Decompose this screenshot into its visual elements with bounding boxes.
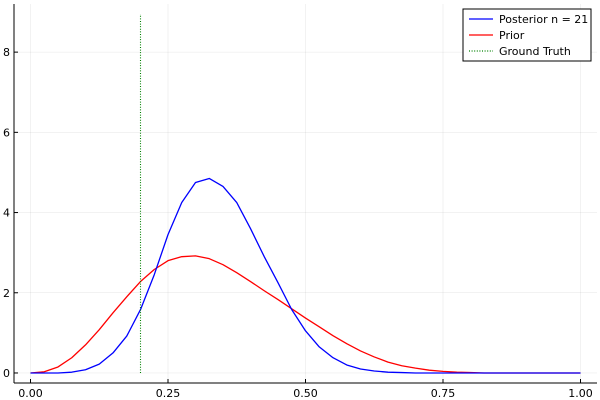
y-tick-label: 8 (3, 46, 10, 59)
tick-labels: 0.00 0.25 0.50 0.75 1.00 0 2 4 6 8 (3, 46, 593, 400)
legend-label: Posterior n = 21 (499, 13, 588, 26)
y-tick-label: 4 (3, 207, 10, 220)
legend-label: Ground Truth (499, 45, 571, 58)
series-lines (30, 14, 581, 374)
x-tick-label: 0.75 (431, 387, 456, 400)
y-tick-label: 6 (3, 126, 10, 139)
x-tick-label: 0.00 (18, 387, 43, 400)
x-tick-label: 0.50 (293, 387, 318, 400)
x-tick-label: 0.25 (156, 387, 181, 400)
series-line-posterior-n-21 (30, 177, 581, 374)
axes (13, 4, 597, 384)
legend: Posterior n = 21 Prior Ground Truth (462, 8, 592, 62)
y-tick-label: 2 (3, 287, 10, 300)
x-tick-label: 1.00 (568, 387, 593, 400)
legend-label: Prior (499, 29, 525, 42)
y-tick-label: 0 (3, 367, 10, 380)
